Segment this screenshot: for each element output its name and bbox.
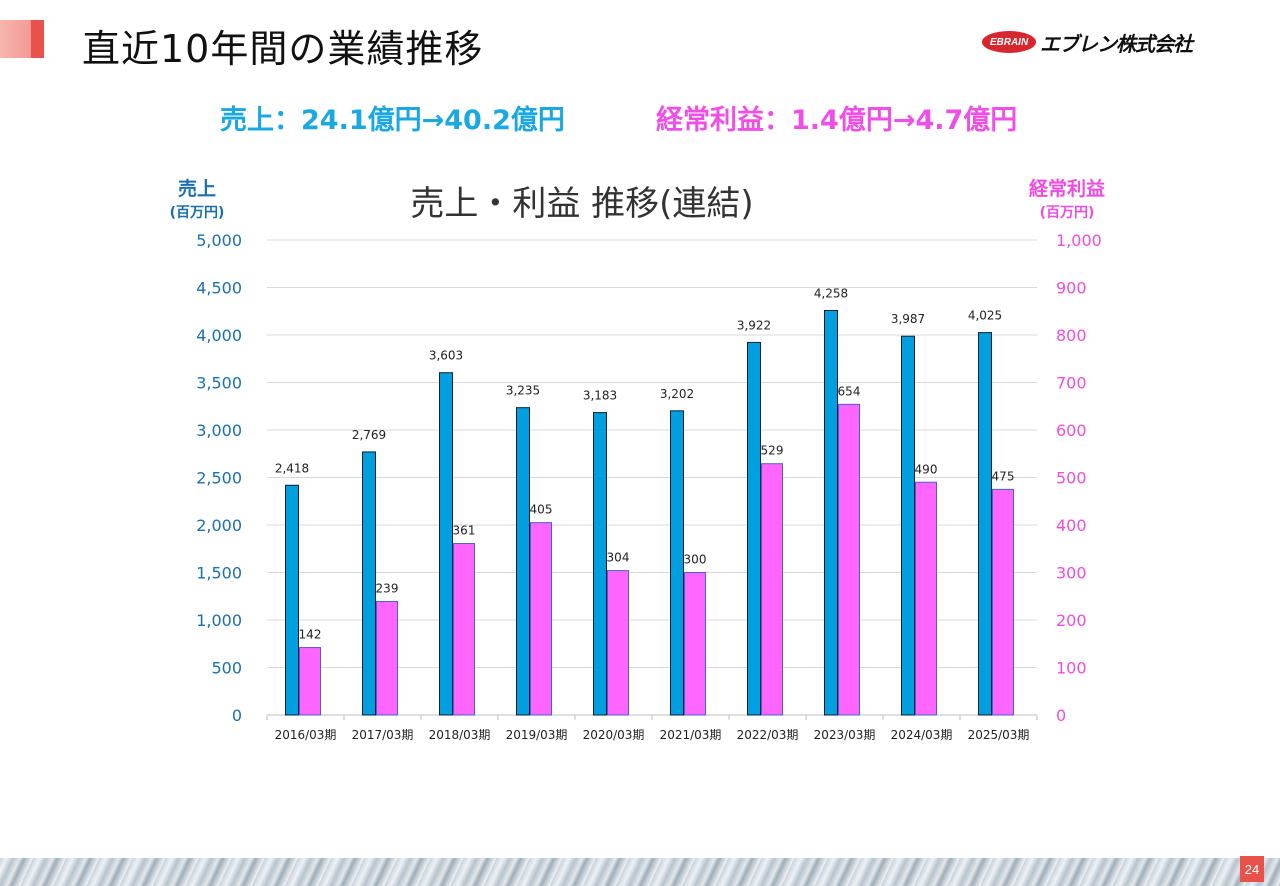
sales-data-label: 3,183 — [583, 389, 617, 403]
sales-bar — [747, 341, 761, 716]
left-axis-unit: (百万円) — [170, 205, 225, 221]
category-label: 2021/03期 — [660, 728, 722, 742]
left-tick-label: 3,500 — [196, 374, 242, 393]
left-tick-label: 2,500 — [196, 469, 242, 488]
logo-text: エブレン株式会社 — [1040, 31, 1193, 56]
profit-data-label: 405 — [530, 503, 553, 517]
right-axis-unit: (百万円) — [1040, 205, 1095, 221]
right-tick-label: 900 — [1056, 279, 1087, 298]
sales-summary: 売上：24.1億円→40.2億円 — [220, 105, 565, 136]
category-label: 2017/03期 — [352, 728, 414, 742]
profit-data-label: 300 — [684, 553, 707, 567]
sales-bar — [362, 451, 376, 716]
profit-data-label: 654 — [838, 384, 861, 398]
right-tick-label: 200 — [1056, 611, 1087, 630]
right-tick-label: 500 — [1056, 469, 1087, 488]
profit-bar — [299, 647, 321, 716]
left-axis-title: 売上 — [178, 177, 216, 200]
profit-data-label: 475 — [992, 469, 1015, 483]
profit-bar — [915, 481, 937, 716]
category-label: 2018/03期 — [429, 728, 491, 742]
left-tick-label: 2,000 — [196, 516, 242, 535]
footer-decoration — [0, 858, 1280, 886]
sales-bar — [516, 407, 530, 716]
sales-data-label: 3,235 — [506, 384, 540, 398]
sales-data-label: 2,418 — [275, 461, 309, 475]
sales-bar — [439, 372, 453, 716]
profit-data-label: 529 — [761, 444, 784, 458]
right-tick-label: 600 — [1056, 421, 1087, 440]
logo-mark: EBRAIN — [982, 31, 1036, 53]
sales-data-label: 3,603 — [429, 349, 463, 363]
profit-bar — [992, 488, 1014, 716]
left-tick-label: 4,000 — [196, 326, 242, 345]
profit-data-label: 304 — [607, 551, 630, 565]
profit-bar — [376, 600, 398, 716]
profit-data-label: 142 — [299, 628, 322, 642]
category-label: 2020/03期 — [583, 728, 645, 742]
right-tick-label: 0 — [1056, 706, 1066, 725]
left-tick-label: 0 — [232, 706, 242, 725]
left-tick-label: 1,500 — [196, 564, 242, 583]
right-tick-label: 300 — [1056, 564, 1087, 583]
company-logo: EBRAIN エブレン株式会社 — [982, 28, 1193, 56]
category-label: 2019/03期 — [506, 728, 568, 742]
right-tick-label: 800 — [1056, 326, 1087, 345]
profit-bar — [453, 543, 475, 716]
category-label: 2016/03期 — [275, 728, 337, 742]
left-tick-label: 4,500 — [196, 279, 242, 298]
sales-bar — [978, 332, 992, 716]
sales-data-label: 4,025 — [968, 309, 1002, 323]
profit-summary: 経常利益：1.4億円→4.7億円 — [656, 105, 1018, 136]
profit-bar — [838, 403, 860, 716]
sales-bar — [285, 484, 299, 716]
category-label: 2022/03期 — [737, 728, 799, 742]
page-number: 24 — [1240, 856, 1264, 882]
sales-bar — [901, 335, 915, 716]
left-tick-label: 1,000 — [196, 611, 242, 630]
profit-data-label: 239 — [376, 581, 399, 595]
sales-bar — [670, 410, 684, 716]
slide-title: 直近10年間の業績推移 — [82, 27, 484, 71]
profit-bar — [607, 570, 629, 716]
title-accent-bar — [0, 20, 44, 58]
right-tick-label: 100 — [1056, 659, 1087, 678]
left-tick-label: 500 — [211, 659, 242, 678]
profit-data-label: 361 — [453, 524, 476, 538]
sales-data-label: 3,987 — [891, 312, 925, 326]
left-tick-label: 3,000 — [196, 421, 242, 440]
profit-bar — [530, 522, 552, 716]
sales-bar — [824, 309, 838, 716]
profit-bar — [761, 463, 783, 716]
right-axis-title: 経常利益 — [1029, 177, 1105, 200]
sales-data-label: 4,258 — [814, 286, 848, 300]
profit-bar — [684, 572, 706, 716]
right-tick-label: 400 — [1056, 516, 1087, 535]
sales-data-label: 2,769 — [352, 428, 386, 442]
category-label: 2025/03期 — [968, 728, 1030, 742]
sales-data-label: 3,202 — [660, 387, 694, 401]
left-tick-label: 5,000 — [196, 231, 242, 250]
category-label: 2023/03期 — [814, 728, 876, 742]
sales-data-label: 3,922 — [737, 318, 771, 332]
profit-data-label: 490 — [915, 462, 938, 476]
chart-title: 売上・利益 推移(連結) — [410, 184, 753, 224]
right-tick-label: 1,000 — [1056, 231, 1102, 250]
category-label: 2024/03期 — [891, 728, 953, 742]
right-tick-label: 700 — [1056, 374, 1087, 393]
sales-bar — [593, 412, 607, 716]
